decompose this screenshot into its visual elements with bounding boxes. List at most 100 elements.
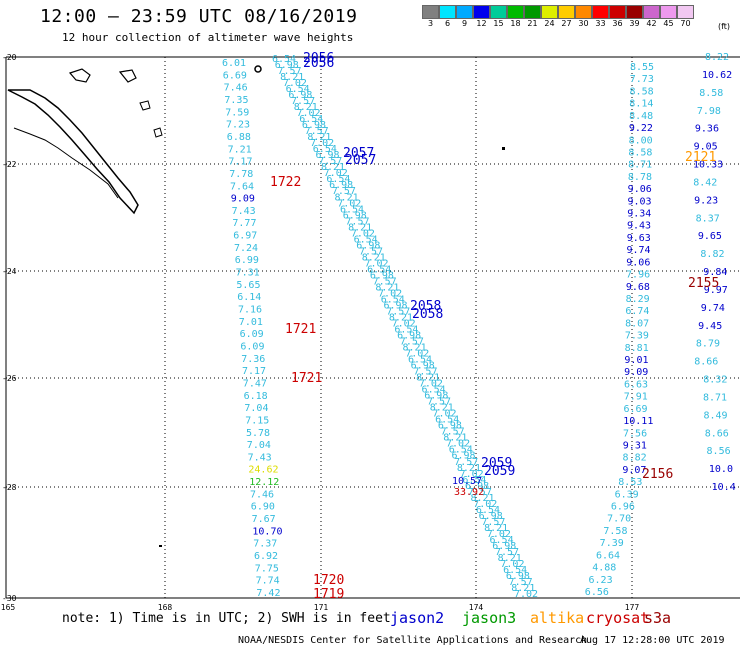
swh-value: 6.39: [615, 489, 639, 500]
swh-value: 9.09: [231, 194, 255, 205]
swh-value: 7.02: [337, 198, 361, 209]
swh-value: 7.02: [514, 589, 538, 600]
swh-value: 6.54: [435, 415, 459, 426]
legend-swatch: [439, 5, 456, 19]
swh-value: 9.97: [704, 285, 728, 296]
swh-value: 7.02: [283, 78, 307, 89]
swh-value: 6.69: [623, 404, 647, 415]
swh-value: 6.09: [240, 341, 264, 352]
swh-value: 8.21: [457, 463, 481, 474]
swh-value: 6.18: [244, 391, 268, 402]
swh-value: 5.65: [236, 280, 260, 291]
swh-value: 7.02: [310, 138, 334, 149]
swh-value: 7.02: [419, 379, 443, 390]
swh-value: 8.07: [625, 318, 649, 329]
swh-value: 6.97: [233, 231, 257, 242]
swh-value: 7.57: [373, 276, 397, 287]
swh-value: 9.03: [627, 196, 651, 207]
swh-value: 6.54: [272, 54, 296, 65]
swh-value: 8.29: [626, 294, 650, 305]
swh-value: 6.98: [343, 210, 367, 221]
swh-value: 7.57: [509, 577, 533, 588]
legend-swatch: [592, 5, 609, 19]
chart-title: 12:00 – 23:59 UTC 08/16/2019: [40, 6, 358, 27]
swh-value: 7.46: [224, 83, 248, 94]
swh-value: 6.98: [275, 60, 299, 71]
swh-value: 9.09: [624, 367, 648, 378]
swh-value: 6.54: [394, 325, 418, 336]
lat-tick-label: -30: [2, 594, 17, 603]
pass-time-label: 2155: [688, 276, 719, 291]
swh-value: 7.98: [697, 106, 721, 117]
swh-value: 10.33: [693, 160, 723, 171]
swh-value: 8.21: [335, 192, 359, 203]
swh-value: 7.04: [247, 440, 271, 451]
lat-tick-label: -22: [2, 160, 17, 169]
color-legend: 3 6 9 12 15 18 21 24 27 30 33 36 39 42 45 70: [422, 5, 694, 28]
swh-value: 8.14: [629, 99, 653, 110]
swh-value: 6.98: [356, 240, 380, 251]
swh-value: 7.46: [250, 489, 274, 500]
swh-value: 8.21: [321, 162, 345, 173]
swh-value: 7.64: [230, 181, 254, 192]
swh-value: 9.63: [627, 233, 651, 244]
swh-value: 6.54: [462, 475, 486, 486]
swh-value: 8.49: [703, 410, 727, 421]
swh-value: 7.37: [253, 539, 277, 550]
swh-value: 6.01: [222, 58, 246, 69]
legend-label: 30: [578, 19, 589, 28]
legend-label: 9: [461, 19, 468, 28]
swh-value: 7.01: [239, 317, 263, 328]
footer-credit: NOAA/NESDIS Center for Satellite Applica…: [238, 635, 588, 646]
swh-value: 6.54: [381, 294, 405, 305]
lat-tick-label: -20: [2, 53, 17, 62]
lon-tick-label: 171: [314, 603, 329, 612]
swh-value: 7.02: [378, 288, 402, 299]
swh-value: 10.62: [702, 70, 732, 81]
swh-value: 5.78: [246, 428, 270, 439]
swh-value: 33.92: [454, 487, 484, 498]
swh-value: 7.24: [234, 243, 258, 254]
swh-value: 9.07: [622, 465, 646, 476]
swh-value: 7.57: [291, 96, 315, 107]
swh-value: 6.23: [589, 575, 613, 586]
swh-value: 7.17: [242, 366, 266, 377]
legend-swatch: [422, 5, 439, 19]
legend-label: 21: [527, 19, 538, 28]
swh-value: 7.67: [252, 514, 276, 525]
lon-tick-label: 165: [1, 603, 16, 612]
swh-value: 8.00: [629, 135, 653, 146]
swh-value: 8.66: [694, 357, 718, 368]
swh-value: 8.81: [625, 343, 649, 354]
lon-tick-label: 168: [158, 603, 173, 612]
swh-value: 9.45: [698, 321, 722, 332]
swh-value: 8.21: [362, 252, 386, 263]
legend-swatch: [660, 5, 677, 19]
swh-value: 7.57: [413, 367, 437, 378]
swh-value: 8.21: [484, 523, 508, 534]
legend-unit: (ft): [718, 22, 731, 31]
swh-value: 6.98: [370, 270, 394, 281]
swh-value: 6.56: [585, 587, 609, 598]
swh-value: 7.02: [500, 559, 524, 570]
legend-swatch: [490, 5, 507, 19]
swh-value: 24.62: [248, 465, 278, 476]
swh-value: 6.98: [316, 150, 340, 161]
swh-value: 9.36: [695, 124, 719, 135]
satellite-s3a: s3a: [644, 609, 672, 627]
legend-label: 39: [629, 19, 640, 28]
pass-time-label: 2056: [303, 51, 334, 66]
coastline: [7, 65, 505, 547]
legend-swatch: [643, 5, 660, 19]
satellite-jason3: jason3: [462, 609, 517, 627]
swh-value: 8.21: [443, 433, 467, 444]
swh-value: 7.57: [305, 126, 329, 137]
swh-value: 7.57: [454, 457, 478, 468]
swh-value: 6.88: [227, 132, 251, 143]
swh-value: 7.21: [228, 144, 252, 155]
swh-value: 8.66: [705, 428, 729, 439]
swh-value: 6.54: [449, 445, 473, 456]
swh-value: 9.74: [701, 303, 725, 314]
swh-value: 8.22: [705, 52, 729, 63]
swh-value: 7.70: [607, 514, 631, 525]
